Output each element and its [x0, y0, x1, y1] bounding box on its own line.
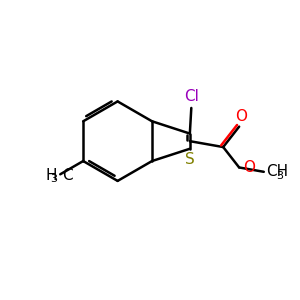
Text: 3: 3 [50, 174, 58, 184]
Text: O: O [235, 109, 247, 124]
Text: CH: CH [266, 164, 288, 179]
Text: C: C [62, 167, 73, 182]
Text: S: S [185, 152, 195, 167]
Text: H: H [46, 167, 58, 182]
Text: O: O [243, 160, 255, 175]
Text: 3: 3 [276, 171, 284, 181]
Text: Cl: Cl [184, 89, 199, 104]
